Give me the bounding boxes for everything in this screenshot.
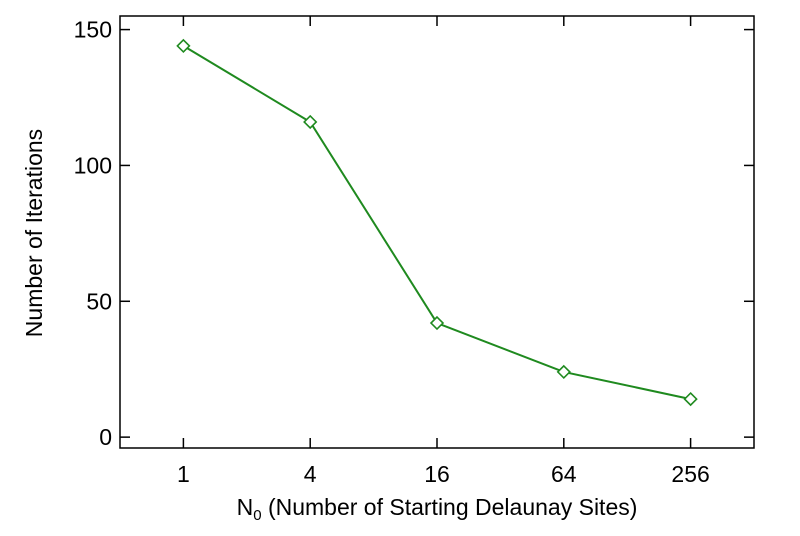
x-axis-label: N0 (Number of Starting Delaunay Sites) bbox=[237, 494, 638, 524]
data-point-marker bbox=[429, 315, 445, 331]
y-tick-label: 150 bbox=[74, 17, 112, 43]
series-line bbox=[182, 45, 691, 401]
y-axis-label: Number of Iterations bbox=[21, 129, 47, 337]
x-tick-label: 64 bbox=[551, 461, 577, 487]
x-axis-label-rest: (Number of Starting Delaunay Sites) bbox=[262, 494, 638, 520]
y-tick-label: 0 bbox=[99, 424, 112, 450]
x-tick-label: 1 bbox=[177, 461, 190, 487]
x-axis-label-subscript: 0 bbox=[253, 507, 261, 524]
plot-frame bbox=[119, 15, 755, 449]
x-tick-label: 256 bbox=[671, 461, 709, 487]
series-layer bbox=[176, 38, 698, 407]
y-tick-label: 50 bbox=[86, 288, 112, 314]
x-axis-ticks: 1 4 16 64 256 bbox=[177, 16, 710, 487]
data-point-marker bbox=[556, 364, 571, 380]
y-tick-label: 100 bbox=[74, 152, 112, 178]
x-tick-label: 16 bbox=[424, 461, 450, 487]
data-point-marker bbox=[176, 38, 191, 54]
data-point-marker bbox=[683, 391, 698, 407]
data-point-marker bbox=[303, 114, 318, 130]
y-axis-ticks: 0 50 100 150 bbox=[74, 17, 754, 450]
x-tick-label: 4 bbox=[304, 461, 317, 487]
x-axis-label-base: N bbox=[237, 494, 254, 520]
